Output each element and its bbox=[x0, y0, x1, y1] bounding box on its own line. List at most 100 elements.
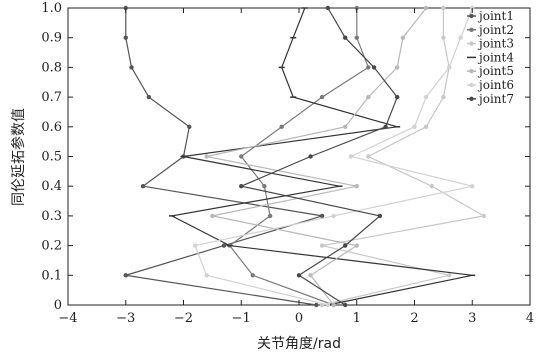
y-tick-label: 0 bbox=[54, 298, 62, 313]
x-axis-label: 关节角度/rad bbox=[257, 336, 341, 352]
legend-marker bbox=[469, 69, 474, 74]
data-point bbox=[129, 65, 134, 70]
y-tick-label: 0.8 bbox=[41, 60, 62, 75]
data-point bbox=[394, 65, 400, 70]
data-point bbox=[371, 65, 377, 70]
series-line-joint1 bbox=[125, 8, 323, 306]
data-point bbox=[319, 243, 325, 248]
x-tick-label: −4 bbox=[58, 311, 77, 326]
legend-marker bbox=[469, 27, 474, 32]
legend-marker bbox=[469, 82, 474, 88]
legend-item-joint1: joint1 bbox=[467, 9, 514, 23]
data-point bbox=[366, 65, 371, 70]
data-point bbox=[296, 273, 302, 278]
data-point bbox=[331, 302, 336, 308]
data-point bbox=[446, 65, 452, 70]
legend-label: joint7 bbox=[477, 92, 514, 106]
y-axis-label: 同伦延拓参数值 bbox=[10, 108, 27, 206]
data-point bbox=[204, 273, 209, 278]
data-point bbox=[348, 154, 354, 159]
legend-label: joint1 bbox=[477, 9, 514, 23]
x-tick-label: −1 bbox=[232, 311, 251, 326]
data-point bbox=[470, 184, 475, 189]
x-tick-label: 4 bbox=[526, 311, 534, 326]
data-point bbox=[441, 94, 446, 100]
legend-item-joint7: joint7 bbox=[467, 92, 514, 106]
data-point bbox=[354, 184, 359, 189]
series-joint5 bbox=[204, 5, 429, 308]
data-point bbox=[123, 273, 128, 278]
data-point bbox=[446, 273, 452, 278]
data-point bbox=[383, 124, 388, 129]
plot-frame bbox=[67, 7, 531, 306]
data-point bbox=[343, 35, 348, 40]
x-tick-label: 1 bbox=[353, 311, 361, 326]
legend-marker bbox=[469, 41, 474, 46]
data-point bbox=[412, 124, 417, 129]
y-tick-label: 0.9 bbox=[41, 31, 62, 46]
data-point bbox=[325, 5, 331, 11]
data-point bbox=[239, 154, 244, 159]
data-point bbox=[354, 243, 359, 248]
legend-item-joint6: joint6 bbox=[467, 78, 514, 92]
legend-label: joint3 bbox=[477, 37, 514, 51]
data-point bbox=[192, 243, 198, 248]
data-point bbox=[187, 124, 192, 129]
data-point bbox=[366, 154, 371, 159]
y-tick-label: 0.3 bbox=[41, 209, 62, 224]
data-point bbox=[250, 273, 255, 278]
x-tick-label: 3 bbox=[468, 311, 476, 326]
data-point bbox=[262, 184, 267, 189]
data-point bbox=[239, 184, 244, 189]
data-point bbox=[140, 184, 146, 189]
data-point bbox=[429, 184, 435, 189]
data-point bbox=[146, 94, 152, 100]
legend-item-joint3: joint3 bbox=[467, 37, 514, 51]
data-point bbox=[377, 213, 383, 219]
tick-layer: −4 −3 −2 −1 0 1 2 3 4 0 0.1 0.2 0.3 0.4 0.5 0.6 0.7 0.8 0.… bbox=[41, 1, 534, 326]
data-point bbox=[319, 213, 325, 219]
data-point bbox=[267, 213, 273, 219]
x-tick-label: 2 bbox=[410, 311, 418, 326]
data-point bbox=[441, 5, 446, 11]
legend-label: joint2 bbox=[477, 23, 514, 37]
series-joint7 bbox=[239, 5, 400, 308]
legend-label: joint4 bbox=[477, 50, 514, 64]
y-tick-label: 0.6 bbox=[41, 120, 62, 135]
data-point bbox=[343, 243, 348, 248]
data-point bbox=[423, 94, 429, 100]
x-tick-label: −2 bbox=[174, 311, 193, 326]
data-point bbox=[308, 273, 313, 278]
data-point bbox=[319, 94, 325, 100]
data-point bbox=[308, 154, 313, 159]
legend-marker bbox=[469, 13, 474, 19]
x-tick-label: −3 bbox=[116, 311, 135, 326]
legend: joint1joint2joint3joint4joint5joint6join… bbox=[467, 9, 514, 106]
data-point bbox=[331, 213, 336, 219]
data-point bbox=[354, 35, 359, 40]
series-joint3 bbox=[319, 5, 486, 308]
legend-item-joint4: joint4 bbox=[467, 50, 514, 64]
series-line-joint7 bbox=[239, 7, 398, 306]
data-point bbox=[343, 302, 348, 308]
series-layer bbox=[123, 5, 486, 308]
y-tick-label: 1.0 bbox=[41, 1, 62, 16]
data-point bbox=[343, 124, 348, 129]
y-tick-label: 0.5 bbox=[41, 150, 62, 165]
y-tick-label: 0.7 bbox=[41, 90, 62, 105]
data-point bbox=[123, 35, 128, 40]
legend-marker bbox=[469, 96, 474, 102]
legend-label: joint5 bbox=[477, 64, 514, 78]
data-point bbox=[221, 243, 227, 248]
y-tick-label: 0.1 bbox=[41, 268, 62, 283]
data-point bbox=[279, 124, 284, 129]
data-point bbox=[325, 302, 331, 308]
data-point bbox=[481, 213, 486, 219]
data-point bbox=[423, 124, 429, 129]
data-point bbox=[458, 35, 463, 40]
data-point bbox=[366, 94, 371, 100]
legend-item-joint2: joint2 bbox=[467, 23, 514, 37]
series-joint1 bbox=[123, 5, 325, 308]
data-point bbox=[441, 35, 446, 40]
